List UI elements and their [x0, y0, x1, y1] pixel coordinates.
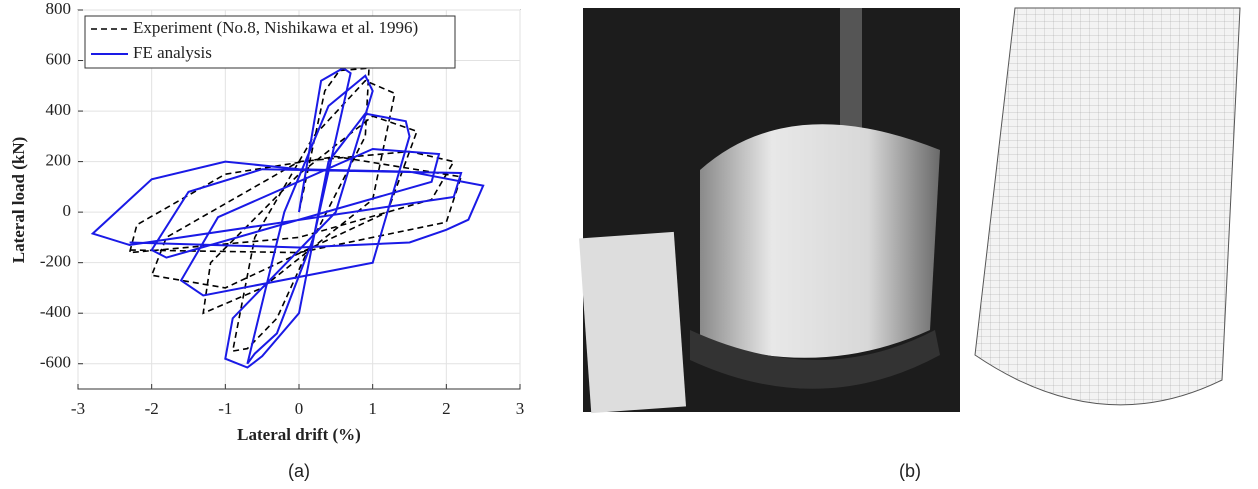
legend-label: Experiment (No.8, Nishikawa et al. 1996): [133, 18, 418, 37]
y-tick-label: 0: [63, 201, 72, 220]
legend-label: FE analysis: [133, 43, 212, 62]
photo-board: [579, 232, 686, 413]
x-tick-label: -1: [218, 399, 232, 418]
series-line: [130, 68, 462, 351]
y-tick-label: -400: [40, 302, 71, 321]
photo-column: [700, 124, 940, 357]
y-axis-label: Lateral load (kN): [9, 137, 28, 264]
plot: -3 -2 -1 0 1 2 3 -600 -400 -200 0 200 400 600 800 Exper…: [40, 0, 524, 418]
caption: (b): [899, 461, 921, 481]
y-tick-label: 800: [46, 0, 72, 18]
x-tick-label: 0: [295, 399, 304, 418]
x-tick-label: 1: [368, 399, 377, 418]
caption: (a): [288, 461, 310, 481]
y-tick-label: 600: [46, 49, 72, 68]
legend: Experiment (No.8, Nishikawa et al. 1996)…: [85, 16, 455, 68]
y-tick-label: -200: [40, 252, 71, 271]
y-tick-label: 200: [46, 151, 72, 170]
x-tick-label: 3: [516, 399, 525, 418]
figure: Lateral drift (%) Lateral load (kN) (a) …: [0, 0, 1258, 489]
page: Lateral drift (%) Lateral load (kN) (a) …: [0, 0, 1258, 489]
x-tick-label: -2: [145, 399, 159, 418]
mesh-lines: [975, 8, 1240, 405]
x-tick-label: 2: [442, 399, 451, 418]
y-tick-label: -600: [40, 353, 71, 372]
y-tick-label: 400: [46, 100, 72, 119]
x-axis-label: Lateral drift (%): [237, 425, 361, 444]
x-tick-label: -3: [71, 399, 85, 418]
